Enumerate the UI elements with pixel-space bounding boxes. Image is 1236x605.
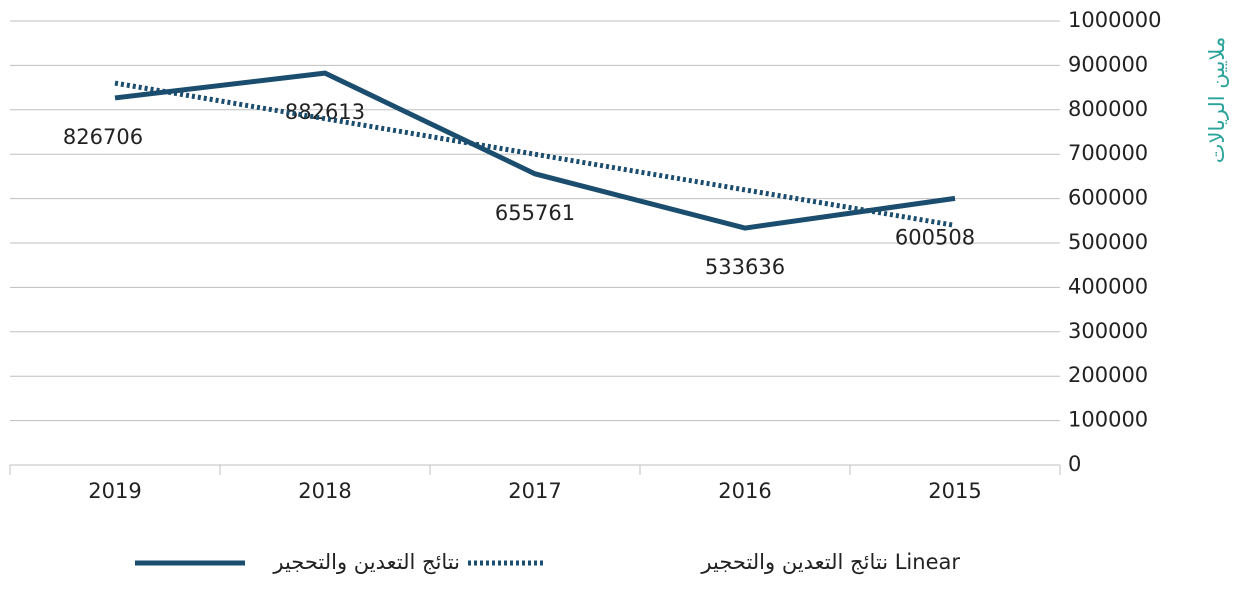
legend-label: نتائج التعدين والتحجير	[272, 550, 460, 574]
y-tick-label: 500000	[1068, 230, 1148, 254]
data-label: 826706	[63, 125, 143, 149]
x-tick-label: 2016	[718, 479, 771, 503]
y-tick-label: 900000	[1068, 52, 1148, 76]
legend-label: Linear نتائج التعدين والتحجير	[700, 550, 960, 574]
series-line	[114, 80, 956, 228]
y-tick-label: 0	[1068, 452, 1081, 476]
x-tick-label: 2018	[298, 479, 351, 503]
y-tick-label: 400000	[1068, 274, 1148, 298]
data-label: 655761	[495, 201, 575, 225]
y-axis-label: ملايين الريالات	[1205, 37, 1229, 163]
y-tick-label: 1000000	[1068, 8, 1162, 32]
y-tick-label: 600000	[1068, 186, 1148, 210]
x-tick-label: 2019	[88, 479, 141, 503]
data-label: 533636	[705, 255, 785, 279]
x-tick-label: 2015	[928, 479, 981, 503]
y-tick-label: 700000	[1068, 141, 1148, 165]
y-tick-label: 300000	[1068, 319, 1148, 343]
y-tick-label: 100000	[1068, 408, 1148, 432]
y-tick-label: 800000	[1068, 97, 1148, 121]
data-label: 882613	[285, 100, 365, 124]
y-tick-label: 200000	[1068, 363, 1148, 387]
series-line	[114, 70, 956, 231]
data-label: 600508	[895, 225, 975, 249]
x-tick-label: 2017	[508, 479, 561, 503]
